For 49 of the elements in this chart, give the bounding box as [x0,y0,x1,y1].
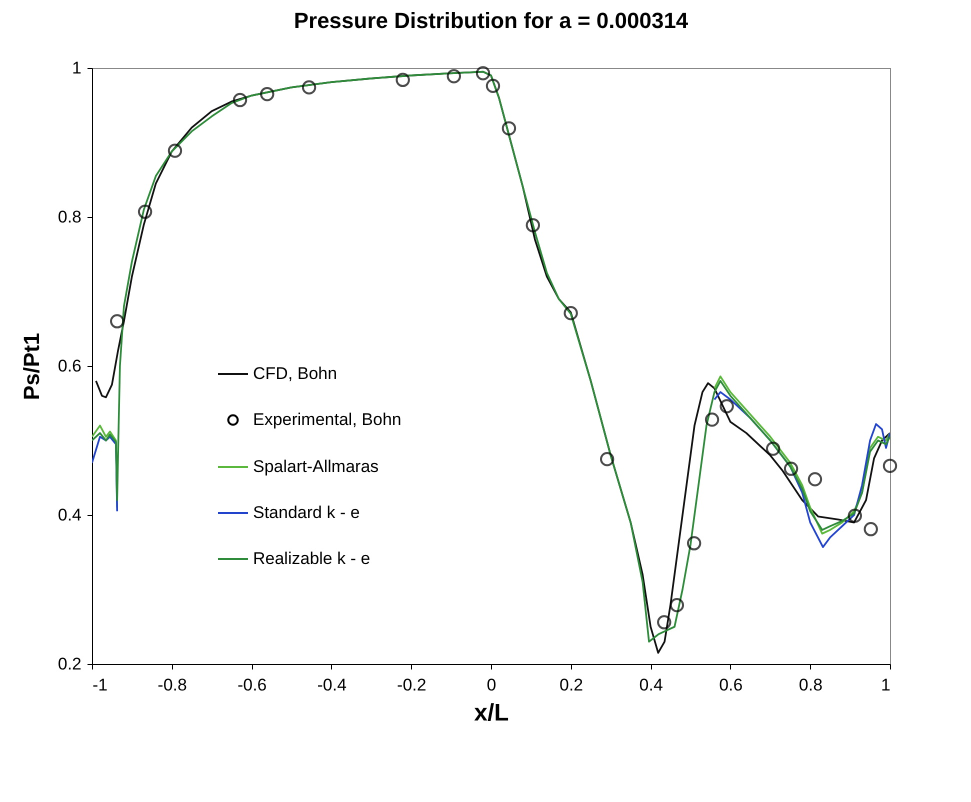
x-tick-label: 0.2 [559,676,584,694]
point [704,412,720,427]
legend-label: Spalart-Allmaras [253,457,379,476]
x-tick-label: 0 [486,676,496,694]
point [502,121,516,136]
point [686,536,702,550]
point [657,615,672,630]
point [396,72,410,88]
x-tick-label: 0.6 [719,676,743,694]
y-axis-title: Ps/Pt1 [18,332,44,400]
point [848,508,862,523]
point [766,442,780,456]
legend-label: Standard k - e [253,503,360,522]
x-tick-label: 0.4 [639,676,663,694]
point [670,598,684,612]
point [260,86,274,102]
x-axis-title: x/L [474,700,509,726]
point [526,218,540,232]
x-tick-label: -0.2 [397,676,426,694]
point [168,144,182,158]
x-tick-label: -0.6 [237,676,267,694]
y-tick-label: 0.8 [58,208,82,226]
y-tick-label: 0.4 [58,506,82,524]
y-tick-label: 0.2 [58,654,82,674]
x-tick-label: -0.8 [158,676,187,694]
point [882,458,898,473]
x-tick-label: -1 [92,676,108,694]
point [564,306,578,320]
point [232,92,248,108]
point [138,204,152,219]
legend-label: CFD, Bohn [253,364,338,383]
point [302,80,316,94]
y-tick-label: 1 [72,58,82,78]
point [600,452,614,466]
point [808,472,822,486]
x-tick-label: -0.4 [317,676,347,694]
x-tick-label: 0.8 [798,676,823,694]
point [864,522,878,536]
point [720,399,734,414]
x-tick-label: 1 [881,676,890,694]
point [784,462,798,476]
point [476,66,490,80]
y-tick-label: 0.6 [58,356,82,376]
legend-label: Realizable k - e [253,549,370,568]
point [446,69,462,84]
legend-label: Experimental, Bohn [253,410,402,429]
point [486,78,500,93]
point [110,314,124,328]
chart-title: Pressure Distribution for a = 0.000314 [294,8,689,33]
